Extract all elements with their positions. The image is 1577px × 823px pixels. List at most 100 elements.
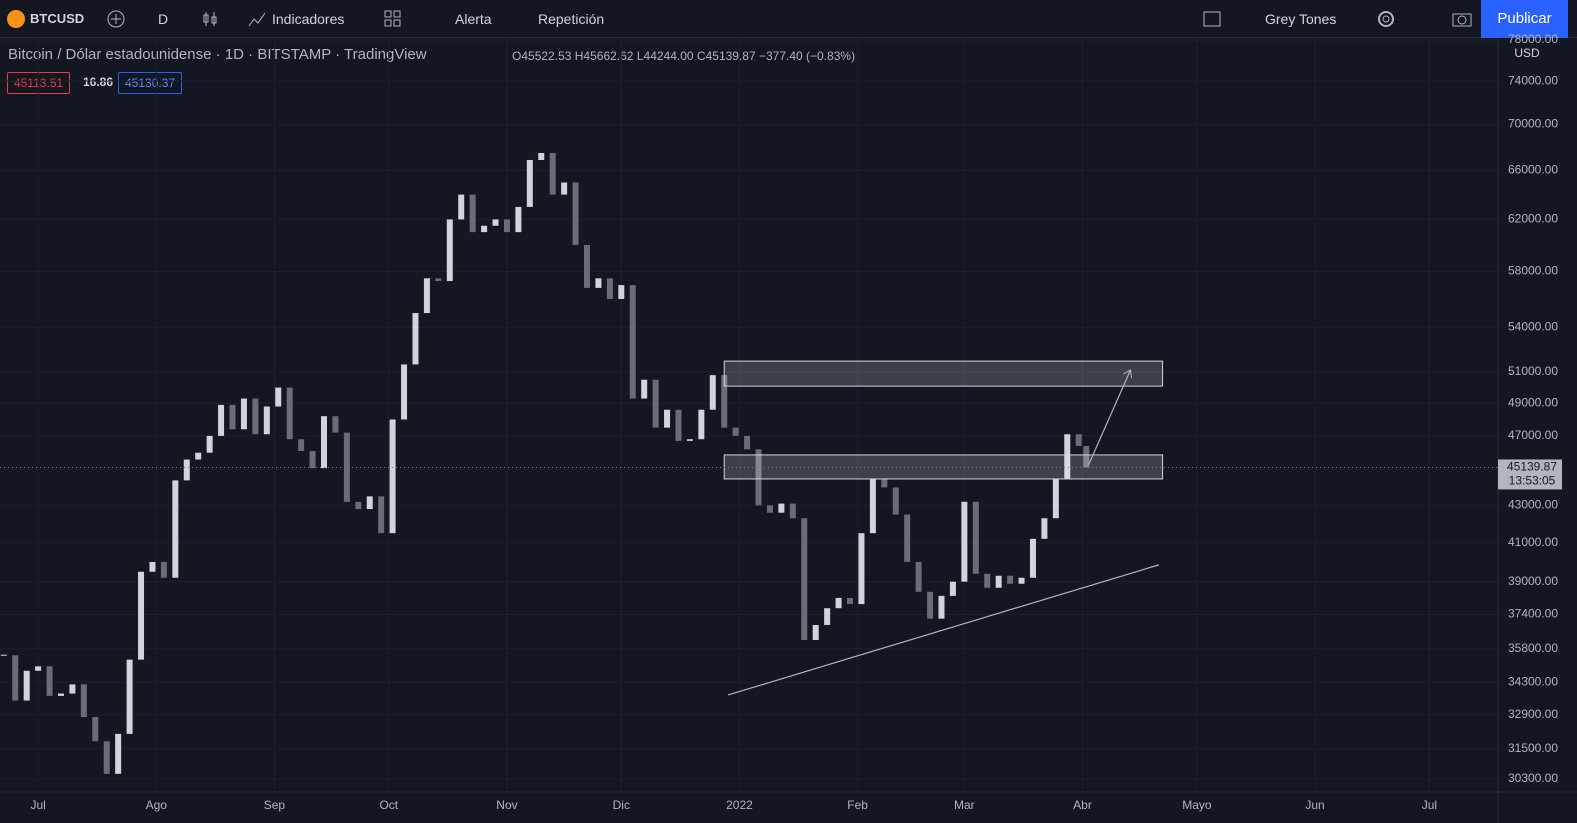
candle: [618, 285, 625, 299]
candle: [275, 387, 282, 407]
candle: [126, 659, 133, 734]
candle-icon[interactable]: [200, 9, 220, 29]
replay[interactable]: Repetición: [538, 11, 605, 27]
candle: [160, 561, 167, 578]
candle: [766, 505, 773, 513]
candle: [755, 449, 762, 506]
candle: [206, 435, 213, 453]
x-tick-label: Feb: [847, 798, 868, 812]
candle: [80, 684, 87, 718]
ohlc-value: 45139.87: [705, 49, 756, 63]
y-tick-label: 49000.00: [1508, 396, 1558, 410]
candle: [641, 379, 648, 399]
interval[interactable]: D: [158, 11, 169, 27]
toolbar: BTCUSD D Indicadores Alerta Repetición G…: [0, 0, 1577, 38]
candle: [561, 182, 568, 195]
add-icon[interactable]: [106, 9, 126, 29]
y-tick-label: 74000.00: [1508, 73, 1558, 87]
y-tick-label: 47000.00: [1508, 428, 1558, 442]
candle: [961, 501, 968, 582]
candle: [972, 501, 979, 574]
candle: [869, 478, 876, 534]
candle: [858, 533, 865, 605]
candle: [446, 219, 453, 282]
candle: [1052, 478, 1059, 519]
candle: [12, 655, 19, 701]
price-axis: [1498, 38, 1577, 792]
candle: [629, 285, 636, 399]
candle: [904, 514, 911, 562]
candle: [1007, 575, 1014, 584]
ohlc-value: 44244.00: [643, 49, 694, 63]
candle: [57, 693, 64, 696]
candle: [240, 398, 247, 430]
y-tick-label: 41000.00: [1508, 535, 1558, 549]
ohlc-key: H: [574, 49, 584, 63]
candle: [721, 375, 728, 428]
candle: [492, 219, 499, 226]
candle: [481, 225, 488, 233]
candle: [355, 501, 362, 510]
indicators[interactable]: Indicadores: [272, 11, 345, 27]
rect-icon[interactable]: [1202, 9, 1222, 29]
candle: [332, 416, 339, 433]
symbol-name: Bitcoin / Dólar estadounidense: [8, 46, 212, 63]
candle: [309, 451, 316, 469]
source: TradingView: [344, 46, 427, 63]
candle: [69, 684, 76, 694]
x-tick-label: Oct: [379, 798, 398, 812]
countdown: 13:53:05: [1509, 474, 1556, 488]
candle: [435, 278, 442, 282]
y-tick-label: 58000.00: [1508, 264, 1558, 278]
candle: [572, 182, 579, 246]
candle: [664, 409, 671, 428]
x-tick-label: Jul: [1422, 798, 1437, 812]
zone: [723, 360, 1164, 387]
candle: [263, 406, 270, 435]
candle: [503, 219, 510, 233]
x-tick-label: Nov: [496, 798, 517, 812]
ohlc-key: C: [696, 49, 706, 63]
y-tick-label: 43000.00: [1508, 498, 1558, 512]
candle: [515, 206, 522, 233]
x-tick-label: Jul: [30, 798, 45, 812]
candle: [103, 741, 110, 774]
btc-icon: [7, 10, 25, 28]
candle: [195, 452, 202, 460]
settings-icon[interactable]: [1376, 9, 1396, 29]
x-tick-label: Ago: [146, 798, 168, 812]
y-tick-label: 34300.00: [1508, 674, 1558, 688]
layout-name[interactable]: Grey Tones: [1265, 11, 1337, 27]
ask[interactable]: 45130.37: [118, 72, 183, 94]
candle: [46, 666, 53, 696]
legend-interval: 1D: [224, 46, 244, 63]
candle: [938, 595, 945, 619]
candle: [1029, 538, 1036, 578]
candle: [366, 496, 373, 510]
indicator-icon[interactable]: [247, 9, 267, 29]
candle: [115, 733, 122, 774]
change: −377.40 (−0.83%): [759, 49, 856, 63]
layouts-icon[interactable]: [383, 9, 403, 29]
camera-icon[interactable]: [1451, 9, 1473, 29]
ohlc-key: L: [636, 49, 644, 63]
candle: [812, 624, 819, 640]
candle: [412, 313, 419, 365]
candle: [686, 439, 693, 441]
currency: USD: [1514, 46, 1540, 60]
candle: [401, 364, 408, 420]
alert[interactable]: Alerta: [455, 11, 492, 27]
candle: [229, 404, 236, 430]
candle: [252, 398, 259, 435]
symbol[interactable]: BTCUSD: [30, 11, 85, 26]
candle: [606, 278, 613, 299]
candle: [423, 278, 430, 314]
x-tick-label: Mar: [954, 798, 975, 812]
publish-button[interactable]: Publicar: [1481, 0, 1568, 38]
candle: [1075, 434, 1082, 446]
candle: [469, 194, 476, 233]
candle: [23, 670, 30, 701]
candle: [35, 666, 42, 671]
y-tick-label: 66000.00: [1508, 163, 1558, 177]
